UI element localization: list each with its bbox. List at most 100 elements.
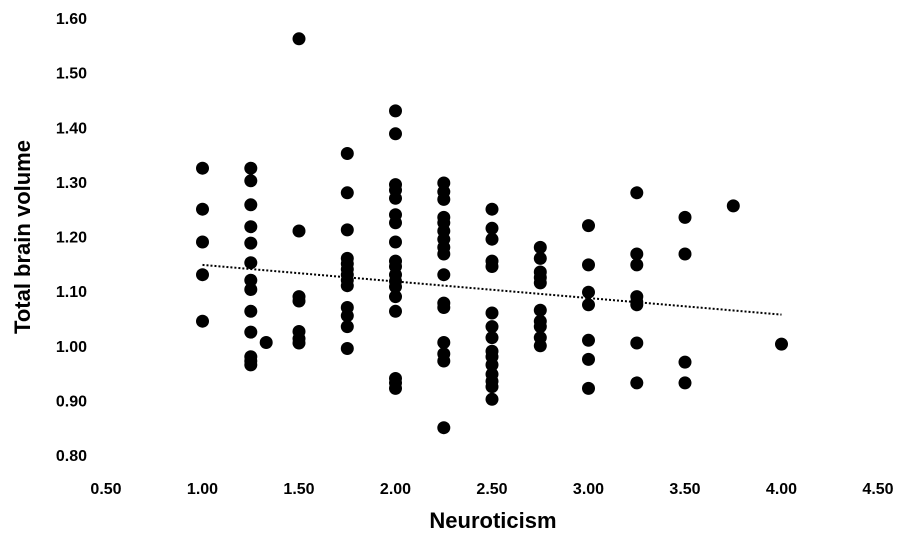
data-point bbox=[340, 186, 354, 200]
data-point bbox=[630, 247, 644, 261]
x-tick-label: 2.00 bbox=[380, 481, 411, 498]
data-point bbox=[389, 235, 402, 249]
data-point bbox=[582, 285, 595, 299]
x-tick-labels: 0.50 1.00 1.50 2.00 2.50 3.00 3.50 4.00 4.50 bbox=[90, 481, 893, 498]
data-point bbox=[726, 199, 740, 213]
data-point bbox=[678, 355, 692, 369]
data-point bbox=[582, 258, 595, 272]
data-point bbox=[340, 147, 354, 160]
data-point bbox=[389, 216, 402, 230]
y-tick-label: 1.30 bbox=[56, 175, 87, 192]
data-point bbox=[437, 354, 451, 368]
x-tick-label: 2.50 bbox=[476, 481, 507, 498]
data-point bbox=[244, 283, 258, 296]
data-point bbox=[437, 192, 451, 206]
trendline-group bbox=[202, 263, 782, 316]
data-point bbox=[292, 336, 306, 350]
data-point bbox=[485, 306, 499, 320]
data-point bbox=[340, 320, 354, 334]
data-point bbox=[244, 236, 258, 250]
data-point bbox=[244, 358, 258, 372]
data-point bbox=[292, 224, 306, 238]
x-tick-label: 3.00 bbox=[573, 481, 604, 498]
y-tick-label: 1.20 bbox=[56, 230, 87, 247]
data-point bbox=[533, 240, 547, 254]
data-point bbox=[630, 298, 644, 312]
data-point bbox=[533, 320, 547, 334]
y-axis-title: Total brain volume bbox=[10, 140, 35, 334]
x-tick-label: 4.00 bbox=[766, 481, 797, 498]
data-point bbox=[292, 32, 306, 46]
data-point bbox=[244, 325, 258, 339]
x-tick-label: 0.50 bbox=[90, 481, 121, 498]
data-point bbox=[437, 268, 451, 282]
data-point bbox=[582, 298, 595, 312]
data-point bbox=[437, 247, 451, 261]
y-tick-labels: 0.80 0.90 1.00 1.10 1.20 1.30 1.40 1.50 1.60 bbox=[56, 11, 87, 465]
data-point bbox=[533, 303, 547, 317]
data-point bbox=[340, 342, 354, 355]
data-point bbox=[533, 339, 547, 353]
data-point bbox=[775, 337, 788, 351]
data-point bbox=[389, 381, 402, 395]
data-point bbox=[259, 336, 273, 349]
data-point bbox=[196, 314, 209, 328]
data-point bbox=[437, 301, 451, 314]
data-point bbox=[630, 336, 644, 350]
data-point bbox=[389, 290, 402, 304]
data-point bbox=[340, 309, 354, 323]
data-point bbox=[582, 333, 595, 347]
data-point bbox=[678, 376, 692, 390]
data-point bbox=[389, 127, 402, 141]
data-point bbox=[244, 198, 258, 212]
data-point bbox=[533, 251, 547, 265]
data-point bbox=[196, 268, 209, 282]
y-tick-label: 1.00 bbox=[56, 339, 87, 356]
trendline bbox=[202, 263, 782, 316]
data-point bbox=[196, 235, 209, 249]
data-point bbox=[485, 358, 499, 372]
x-tick-label: 3.50 bbox=[669, 481, 700, 498]
data-point bbox=[196, 161, 209, 175]
data-point bbox=[196, 202, 209, 216]
data-point bbox=[244, 256, 258, 270]
data-point bbox=[389, 191, 402, 205]
data-point bbox=[485, 221, 499, 235]
data-point bbox=[485, 202, 499, 216]
x-tick-label: 4.50 bbox=[862, 481, 893, 498]
data-point bbox=[340, 223, 354, 237]
data-point bbox=[437, 336, 451, 349]
data-point bbox=[485, 260, 499, 273]
data-point bbox=[244, 161, 258, 175]
x-tick-label: 1.00 bbox=[187, 481, 218, 498]
data-point bbox=[389, 280, 402, 294]
data-point bbox=[582, 381, 595, 395]
data-point bbox=[389, 304, 402, 318]
data-point bbox=[244, 174, 258, 188]
x-tick-label: 1.50 bbox=[283, 481, 314, 498]
data-points bbox=[196, 32, 788, 435]
data-point bbox=[244, 273, 258, 287]
data-point bbox=[630, 186, 644, 200]
data-point bbox=[340, 279, 354, 293]
data-point bbox=[485, 320, 499, 334]
y-tick-label: 1.40 bbox=[56, 120, 87, 137]
data-point bbox=[678, 247, 692, 261]
data-point bbox=[437, 421, 451, 435]
data-point bbox=[582, 352, 595, 366]
data-point bbox=[244, 220, 258, 234]
data-point bbox=[389, 104, 402, 118]
data-point bbox=[485, 380, 499, 394]
data-point bbox=[533, 276, 547, 290]
y-tick-label: 1.60 bbox=[56, 11, 87, 28]
data-point bbox=[244, 304, 258, 318]
data-point bbox=[630, 376, 644, 390]
y-tick-label: 1.50 bbox=[56, 66, 87, 83]
data-point bbox=[292, 294, 306, 308]
y-tick-label: 0.80 bbox=[56, 448, 87, 465]
data-point bbox=[678, 210, 692, 224]
data-point bbox=[630, 258, 644, 272]
data-point bbox=[582, 219, 595, 233]
